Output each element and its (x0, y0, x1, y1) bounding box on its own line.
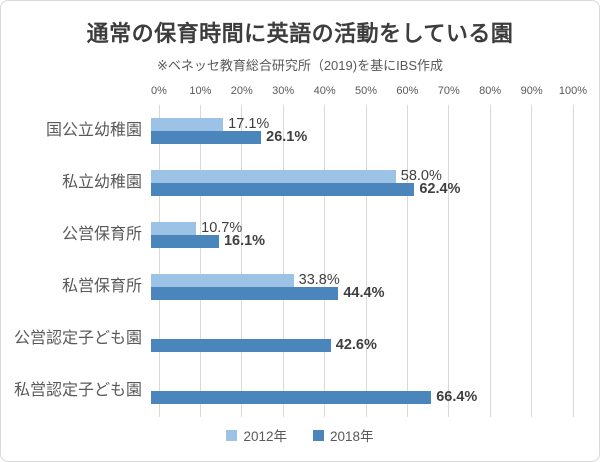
bar-2018年 (151, 391, 432, 404)
gridline (406, 105, 408, 417)
x-axis-tick-label: 60% (396, 85, 419, 97)
bar-2018年 (151, 183, 415, 196)
bar-slot: 26.1% (151, 129, 573, 145)
x-axis-tick-label: 40% (313, 85, 336, 97)
bar-2012年 (151, 222, 197, 235)
bar-group: 33.8% 44.4% (151, 261, 573, 313)
bar-2018年 (151, 235, 219, 248)
legend-item: 2012年 (226, 425, 287, 445)
chart-source-note: ※ベネッセ教育総合研究所（2019)を基にIBS作成 (156, 58, 444, 73)
bar-slot: 44.4% (151, 285, 573, 301)
gridline (324, 105, 326, 417)
x-axis: 0% 10% 20% 30% 40% 50% 60% 70% 80% 90% 100% (151, 85, 587, 101)
value-label: 16.1% (223, 233, 266, 249)
bar-group: 10.7% 16.1% (151, 209, 573, 261)
category-label: 公営認定子ども園 (13, 330, 142, 347)
category-label: 私営保育所 (61, 278, 142, 295)
gridline (282, 105, 284, 417)
bar-2012年 (151, 170, 396, 183)
value-label: 66.4% (436, 389, 478, 405)
value-label: 33.8% (298, 272, 340, 288)
category-label: 私立幼稚園 (61, 174, 142, 191)
category-label: 国公立幼稚園 (45, 122, 142, 139)
bar-2012年 (151, 274, 294, 287)
value-label: 42.6% (335, 337, 377, 353)
value-label: 10.7% (201, 220, 243, 236)
gridline (489, 105, 491, 417)
bar-slot (151, 378, 573, 391)
category-label: 公営保育所 (61, 226, 142, 243)
legend: 2012年 2018年 (1, 425, 599, 445)
bar-group: 58.0% 62.4% (151, 157, 573, 209)
value-label: 17.1% (228, 116, 270, 132)
x-axis-tick-label: 0% (151, 85, 167, 97)
bar-group: 66.4% (151, 365, 573, 417)
bar-slot: 62.4% (151, 181, 573, 197)
legend-item: 2018年 (313, 425, 374, 445)
gridline (572, 105, 574, 417)
value-label: 44.4% (343, 285, 385, 301)
legend-swatch-icon (313, 429, 324, 441)
category-label: 私営認定子ども園 (13, 382, 142, 399)
legend-label: 2012年 (243, 429, 287, 444)
bar-slot: 58.0% (151, 168, 573, 184)
x-axis-tick-label: 20% (230, 85, 253, 97)
bar-slot: 66.4% (151, 389, 573, 405)
bar-2018年 (151, 339, 331, 352)
value-label: 58.0% (400, 168, 442, 184)
gridline (158, 105, 160, 417)
bar-slot: 10.7% (151, 220, 573, 236)
gridline (365, 105, 367, 417)
bar-group: 17.1% 26.1% (151, 105, 573, 157)
x-axis-tick-label: 80% (479, 85, 502, 97)
x-axis-tick-label: 10% (189, 85, 212, 97)
bar-slot: 17.1% (151, 116, 573, 132)
bar-group: 42.6% (151, 313, 573, 365)
bar-slot: 16.1% (151, 233, 573, 249)
chart-row: 私営保育所 33.8% 44.4% (1, 261, 599, 313)
x-axis-tick-label: 50% (354, 85, 378, 97)
gridline (531, 105, 533, 417)
gridlines (158, 105, 574, 417)
legend-label: 2018年 (330, 429, 374, 444)
gridline (448, 105, 450, 417)
chart-row: 公営認定子ども園 42.6% (1, 313, 599, 365)
bar-2018年 (151, 131, 262, 144)
value-label: 62.4% (419, 181, 461, 197)
x-axis-tick-label: 100% (558, 85, 588, 97)
gridline (241, 105, 243, 417)
bar-2012年 (151, 118, 224, 131)
bar-slot: 42.6% (151, 337, 573, 353)
bar-slot: 33.8% (151, 272, 573, 288)
value-label: 26.1% (266, 129, 308, 145)
chart-rows: 国公立幼稚園 17.1% 26.1% 私立幼稚園 58.0% 62.4% 公営保育所 10.7… (1, 105, 599, 417)
x-axis-tick-label: 90% (520, 85, 543, 97)
chart-row: 私営認定子ども園 66.4% (1, 365, 599, 417)
gridline (199, 105, 201, 417)
chart-row: 私立幼稚園 58.0% 62.4% (1, 157, 599, 209)
x-axis-tick-label: 30% (272, 85, 295, 97)
x-axis-tick-label: 70% (437, 85, 460, 97)
chart-row: 公営保育所 10.7% 16.1% (1, 209, 599, 261)
legend-swatch-icon (226, 429, 238, 441)
chart-title: 通常の保育時間に英語の活動をしている園 (86, 21, 514, 46)
chart-row: 国公立幼稚園 17.1% 26.1% (1, 105, 599, 157)
bar-2018年 (151, 287, 339, 300)
